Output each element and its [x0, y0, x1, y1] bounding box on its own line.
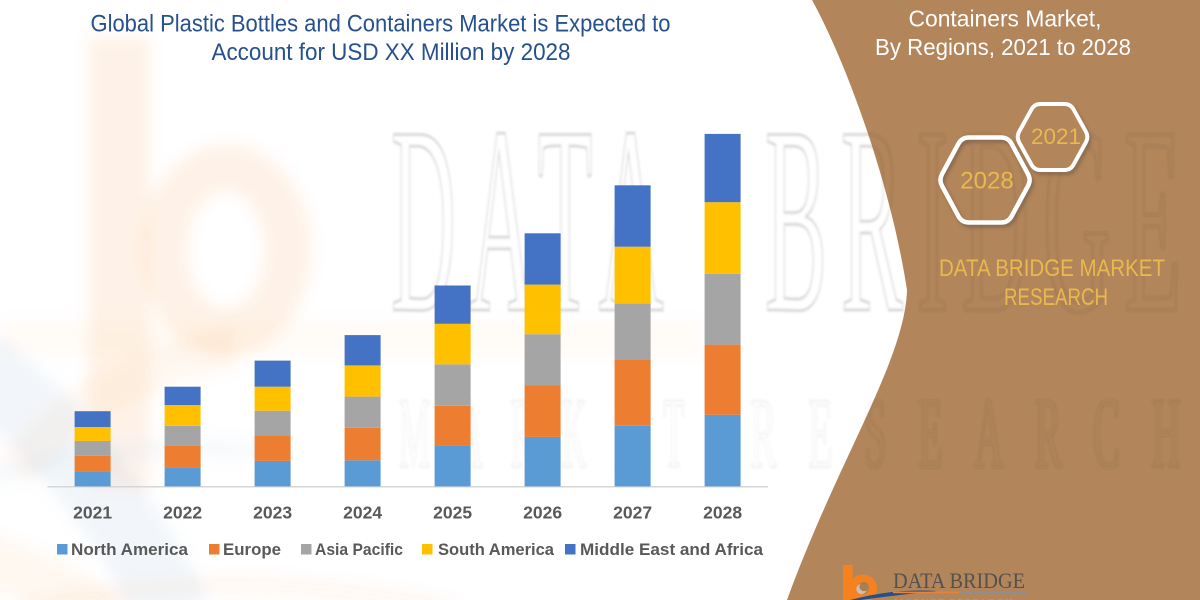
- svg-text:Containers Market,: Containers Market,: [909, 6, 1102, 32]
- svg-text:MARKET RESEARCH: MARKET RESEARCH: [894, 598, 1014, 600]
- svg-text:2028: 2028: [960, 168, 1013, 195]
- svg-text:South America: South America: [438, 541, 555, 559]
- svg-text:DATA BRIDGE: DATA BRIDGE: [893, 568, 1025, 593]
- svg-text:Global Plastic Bottles and Con: Global Plastic Bottles and Containers Ma…: [91, 11, 671, 38]
- svg-text:2021: 2021: [1031, 124, 1081, 149]
- svg-text:Middle East and Africa: Middle East and Africa: [580, 541, 764, 559]
- svg-text:Asia Pacific: Asia Pacific: [315, 541, 403, 559]
- svg-text:2022: 2022: [163, 503, 202, 523]
- svg-text:2025: 2025: [433, 503, 472, 523]
- svg-text:RESEARCH: RESEARCH: [1004, 284, 1108, 311]
- svg-text:By Regions, 2021 to 2028: By Regions, 2021 to 2028: [875, 34, 1131, 60]
- svg-text:2024: 2024: [343, 503, 382, 523]
- svg-text:2027: 2027: [613, 503, 652, 523]
- svg-text:Account for USD XX Million by: Account for USD XX Million by 2028: [212, 39, 571, 66]
- svg-text:DATA BRIDGE MARKET: DATA BRIDGE MARKET: [939, 255, 1165, 282]
- svg-text:Europe: Europe: [223, 541, 281, 559]
- svg-text:2023: 2023: [253, 503, 292, 523]
- svg-text:2021: 2021: [73, 503, 112, 523]
- svg-text:DATA: DATA: [391, 71, 677, 368]
- svg-text:2026: 2026: [523, 503, 562, 523]
- svg-text:2028: 2028: [703, 503, 742, 523]
- svg-text:North America: North America: [71, 541, 189, 559]
